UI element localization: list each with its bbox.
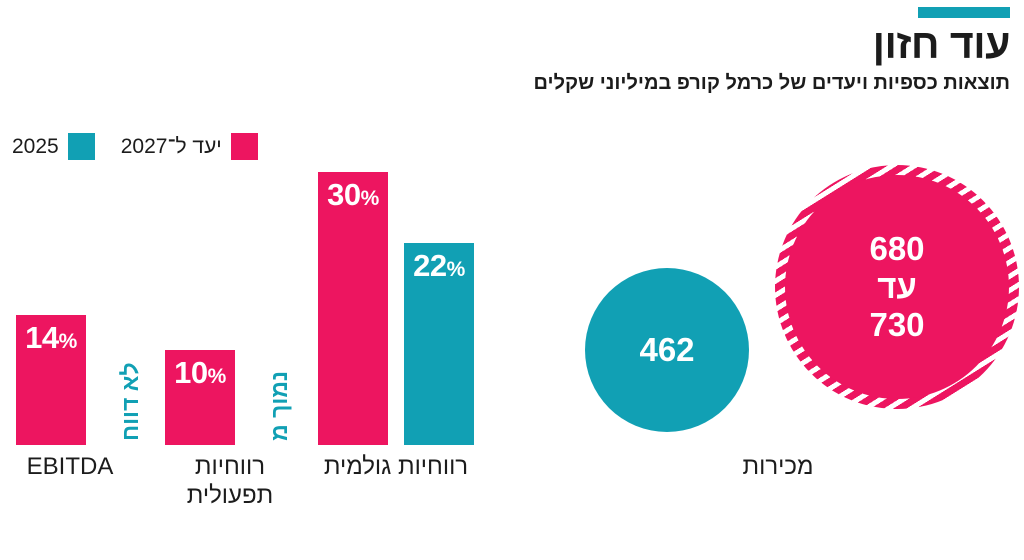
- bar-value-operating-target: 10%: [174, 355, 226, 390]
- bar-group-ebitda: 14% לא דווח: [16, 145, 143, 445]
- accent-bar: [918, 7, 1010, 18]
- bar-value-ebitda-target: 14%: [25, 320, 77, 355]
- legend-item-target: יעד ל־2027: [121, 133, 258, 160]
- no-data-label-ebitda: לא דווח: [117, 362, 143, 441]
- circle-sales-actual-value: 462: [639, 331, 695, 368]
- circle-sales-actual: 462: [585, 268, 749, 432]
- category-label-sales: מכירות: [742, 453, 814, 480]
- legend-item-actual: 2025: [12, 133, 95, 160]
- no-data-holder-ebitda: לא דווח: [105, 325, 143, 445]
- bar-operating-target: 10%: [165, 350, 235, 445]
- bar-gross-target: 30%: [318, 172, 388, 445]
- circle-sales-target-core: [785, 175, 1009, 399]
- no-data-label-operating: נמוך מ: [266, 371, 292, 441]
- bar-ebitda-target: 14%: [16, 315, 86, 445]
- circle-sales-target: 680 עד 730: [775, 165, 1019, 409]
- circle-target-line2: עד: [877, 268, 917, 305]
- legend-label-target: יעד ל־2027: [120, 134, 222, 158]
- chart-legend: יעד ל־2027 2025: [12, 133, 258, 160]
- bar-value-gross-actual: 22%: [413, 248, 465, 283]
- bar-value-gross-target: 30%: [327, 177, 379, 212]
- circle-target-line3: 730: [869, 306, 925, 343]
- bar-gross-actual: 22%: [404, 243, 474, 445]
- circle-sales-target-value: 680 עד 730: [869, 230, 924, 344]
- page-subtitle: תוצאות כספיות ויעדים של כרמל קורפ במיליו…: [533, 72, 1010, 94]
- category-label-gross: רווחיות גולמית: [323, 453, 469, 480]
- legend-swatch-target-icon: [230, 133, 258, 160]
- no-data-holder-operating: נמוך מ: [254, 325, 292, 445]
- legend-label-actual: 2025: [12, 134, 59, 158]
- page-title: עוד חזון: [872, 21, 1011, 67]
- legend-swatch-actual-icon: [67, 133, 95, 160]
- category-label-ebitda: EBITDA: [26, 453, 114, 480]
- bar-ebitda-actual-missing: לא דווח: [102, 325, 143, 445]
- bar-group-gross: 30% 22%: [318, 145, 474, 445]
- bar-operating-actual-missing: נמוך מ: [251, 325, 292, 445]
- circle-target-line1: 680: [869, 230, 925, 267]
- bar-group-operating: 10% נמוך מ: [165, 145, 292, 445]
- category-label-operating: רווחיות תפעולית: [186, 453, 274, 509]
